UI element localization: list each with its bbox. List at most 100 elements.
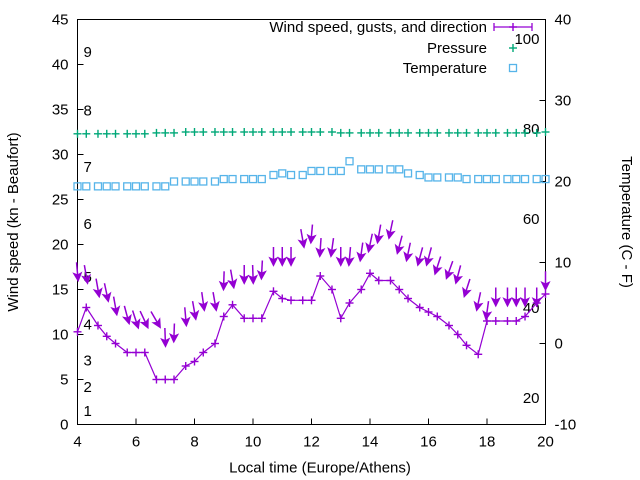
arrow-head [531, 297, 542, 308]
wind-direction-arrow [139, 310, 149, 330]
square-marker [491, 174, 500, 184]
x-axis-title: Local time (Europe/Athens) [229, 460, 411, 477]
square-marker [181, 177, 190, 186]
series-temperature [73, 157, 550, 191]
wind-direction-arrow [150, 311, 161, 329]
square-marker [444, 173, 454, 182]
wind-direction-arrow [356, 242, 367, 263]
y-axis-tick-label: 45 [52, 12, 69, 29]
wind-direction-arrow [189, 301, 200, 321]
arrow-head [306, 233, 317, 245]
square-marker [327, 166, 337, 176]
arrow-head [385, 228, 396, 240]
x-axis-tick-label: 8 [190, 434, 198, 451]
beaufort-label: 8 [84, 103, 92, 120]
wind-direction-arrow [511, 287, 522, 308]
arrow-head [268, 256, 279, 267]
wind-direction-arrow [473, 292, 484, 312]
arrow-head [101, 291, 112, 303]
y-axis-tick-label: 40 [52, 57, 69, 74]
arrow-head [490, 297, 501, 308]
arrow-head [540, 280, 551, 292]
square-marker [453, 173, 462, 182]
arrow-head [453, 273, 463, 285]
arrow-head [218, 280, 229, 292]
y-axis-tick-label: 35 [52, 102, 69, 119]
wind-direction-arrow [256, 260, 267, 281]
square-marker [307, 166, 316, 176]
square-marker [512, 174, 521, 184]
square-marker [365, 165, 375, 174]
square-marker [210, 177, 220, 186]
wind-direction-arrow [209, 292, 220, 312]
arrow-head [356, 251, 367, 263]
y2-axis-tick-label: -10 [555, 417, 577, 434]
arrow-head [423, 255, 434, 267]
wind-direction-arrow [344, 246, 355, 267]
beaufort-label: 4 [84, 317, 92, 334]
y-axis-tick-label: 10 [52, 327, 69, 344]
wind-direction-arrow [444, 260, 455, 280]
wind-direction-arrow [306, 224, 317, 245]
x-axis-tick-label: 20 [537, 434, 554, 451]
arrow-head [180, 316, 191, 328]
wind-direction-arrow [297, 229, 308, 249]
square-marker [82, 182, 91, 191]
square-marker [152, 182, 161, 191]
wind-direction-arrow [482, 301, 493, 321]
square-marker [140, 182, 149, 191]
arrow-head [473, 300, 484, 312]
arrow-head [160, 337, 171, 348]
square-marker [161, 182, 170, 191]
arrow-head [365, 242, 376, 254]
legend-label: Wind speed, gusts, and direction [269, 19, 487, 36]
series-pressure [73, 128, 550, 138]
square-marker [532, 174, 541, 184]
square-marker [111, 182, 120, 191]
legend-item: Temperature [403, 60, 518, 77]
square-marker [520, 174, 530, 184]
square-marker [190, 177, 199, 186]
arrow-head [72, 271, 83, 283]
square-marker [199, 177, 208, 186]
square-marker [386, 165, 395, 174]
arrow-head [239, 274, 250, 285]
wind-direction-arrow [540, 271, 551, 292]
y2-axis-tick-label: 10 [555, 255, 572, 272]
beaufort-label: 9 [84, 44, 92, 61]
wind-direction-arrow [415, 247, 425, 267]
y-axis-tick-label: 0 [60, 417, 68, 434]
wind-direction-arrow [160, 327, 171, 348]
beaufort-label: 1 [84, 403, 92, 420]
plot-border [77, 19, 546, 425]
wind-direction-arrow [277, 247, 288, 267]
arrow-head [335, 256, 346, 267]
square-marker [403, 169, 413, 178]
arrow-head [227, 278, 238, 290]
wind-direction-arrow [169, 323, 180, 344]
x-axis-tick-label: 4 [73, 434, 81, 451]
square-marker [248, 174, 258, 184]
square-marker [73, 182, 82, 191]
arrow-head [394, 243, 405, 255]
arrow-head [344, 256, 355, 267]
square-marker [257, 174, 266, 184]
arrow-head [189, 309, 200, 321]
square-marker [415, 170, 424, 180]
arrow-head [198, 300, 209, 312]
arrow-head [444, 268, 455, 280]
wind-direction-arrow [121, 305, 132, 326]
square-marker [93, 182, 103, 191]
fahrenheit-label: 80 [523, 121, 540, 138]
arrow-head [482, 309, 493, 321]
beaufort-label: 2 [84, 379, 92, 396]
wind-direction-arrow [72, 262, 83, 283]
arrow-head [502, 297, 513, 308]
wind-direction-arrow [130, 310, 141, 330]
arrow-head [92, 287, 103, 299]
square-marker [298, 170, 307, 180]
wind-direction-arrow [239, 265, 250, 285]
square-marker [102, 182, 111, 191]
